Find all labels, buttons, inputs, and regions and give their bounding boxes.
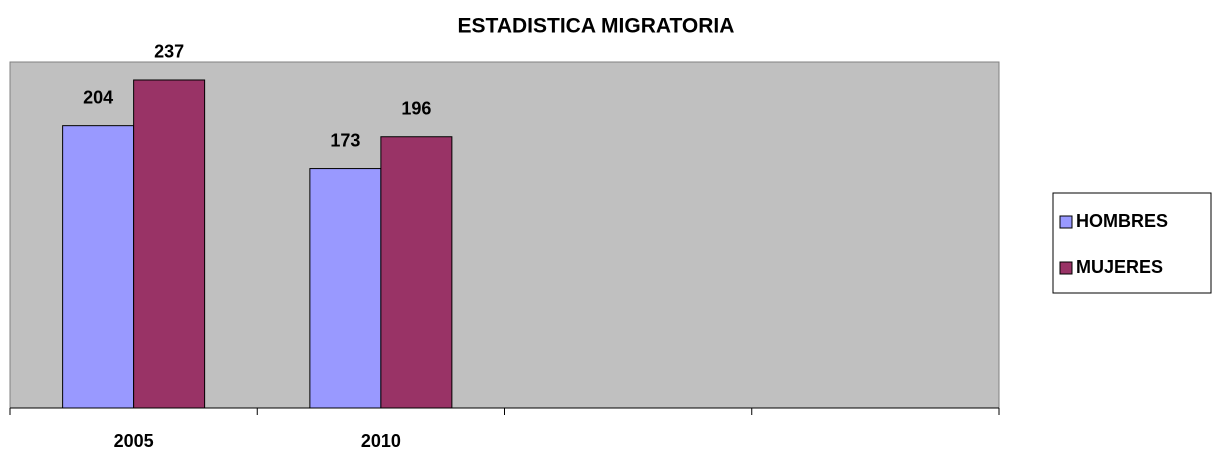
legend-swatch xyxy=(1059,261,1073,275)
x-tick-label: 2005 xyxy=(114,431,154,451)
bar xyxy=(62,125,135,409)
bar xyxy=(309,168,382,409)
legend-label: HOMBRES xyxy=(1076,211,1168,231)
value-label: 237 xyxy=(154,42,184,62)
legend-swatch xyxy=(1059,215,1073,229)
legend-label: MUJERES xyxy=(1076,257,1163,277)
x-tick-label: 2010 xyxy=(361,431,401,451)
value-label: 204 xyxy=(83,87,113,107)
legend-box xyxy=(1052,192,1212,294)
value-label: 196 xyxy=(401,98,431,118)
bar xyxy=(380,136,453,409)
bar xyxy=(133,79,206,409)
value-label: 173 xyxy=(330,130,360,150)
chart-title: ESTADISTICA MIGRATORIA xyxy=(458,15,735,38)
